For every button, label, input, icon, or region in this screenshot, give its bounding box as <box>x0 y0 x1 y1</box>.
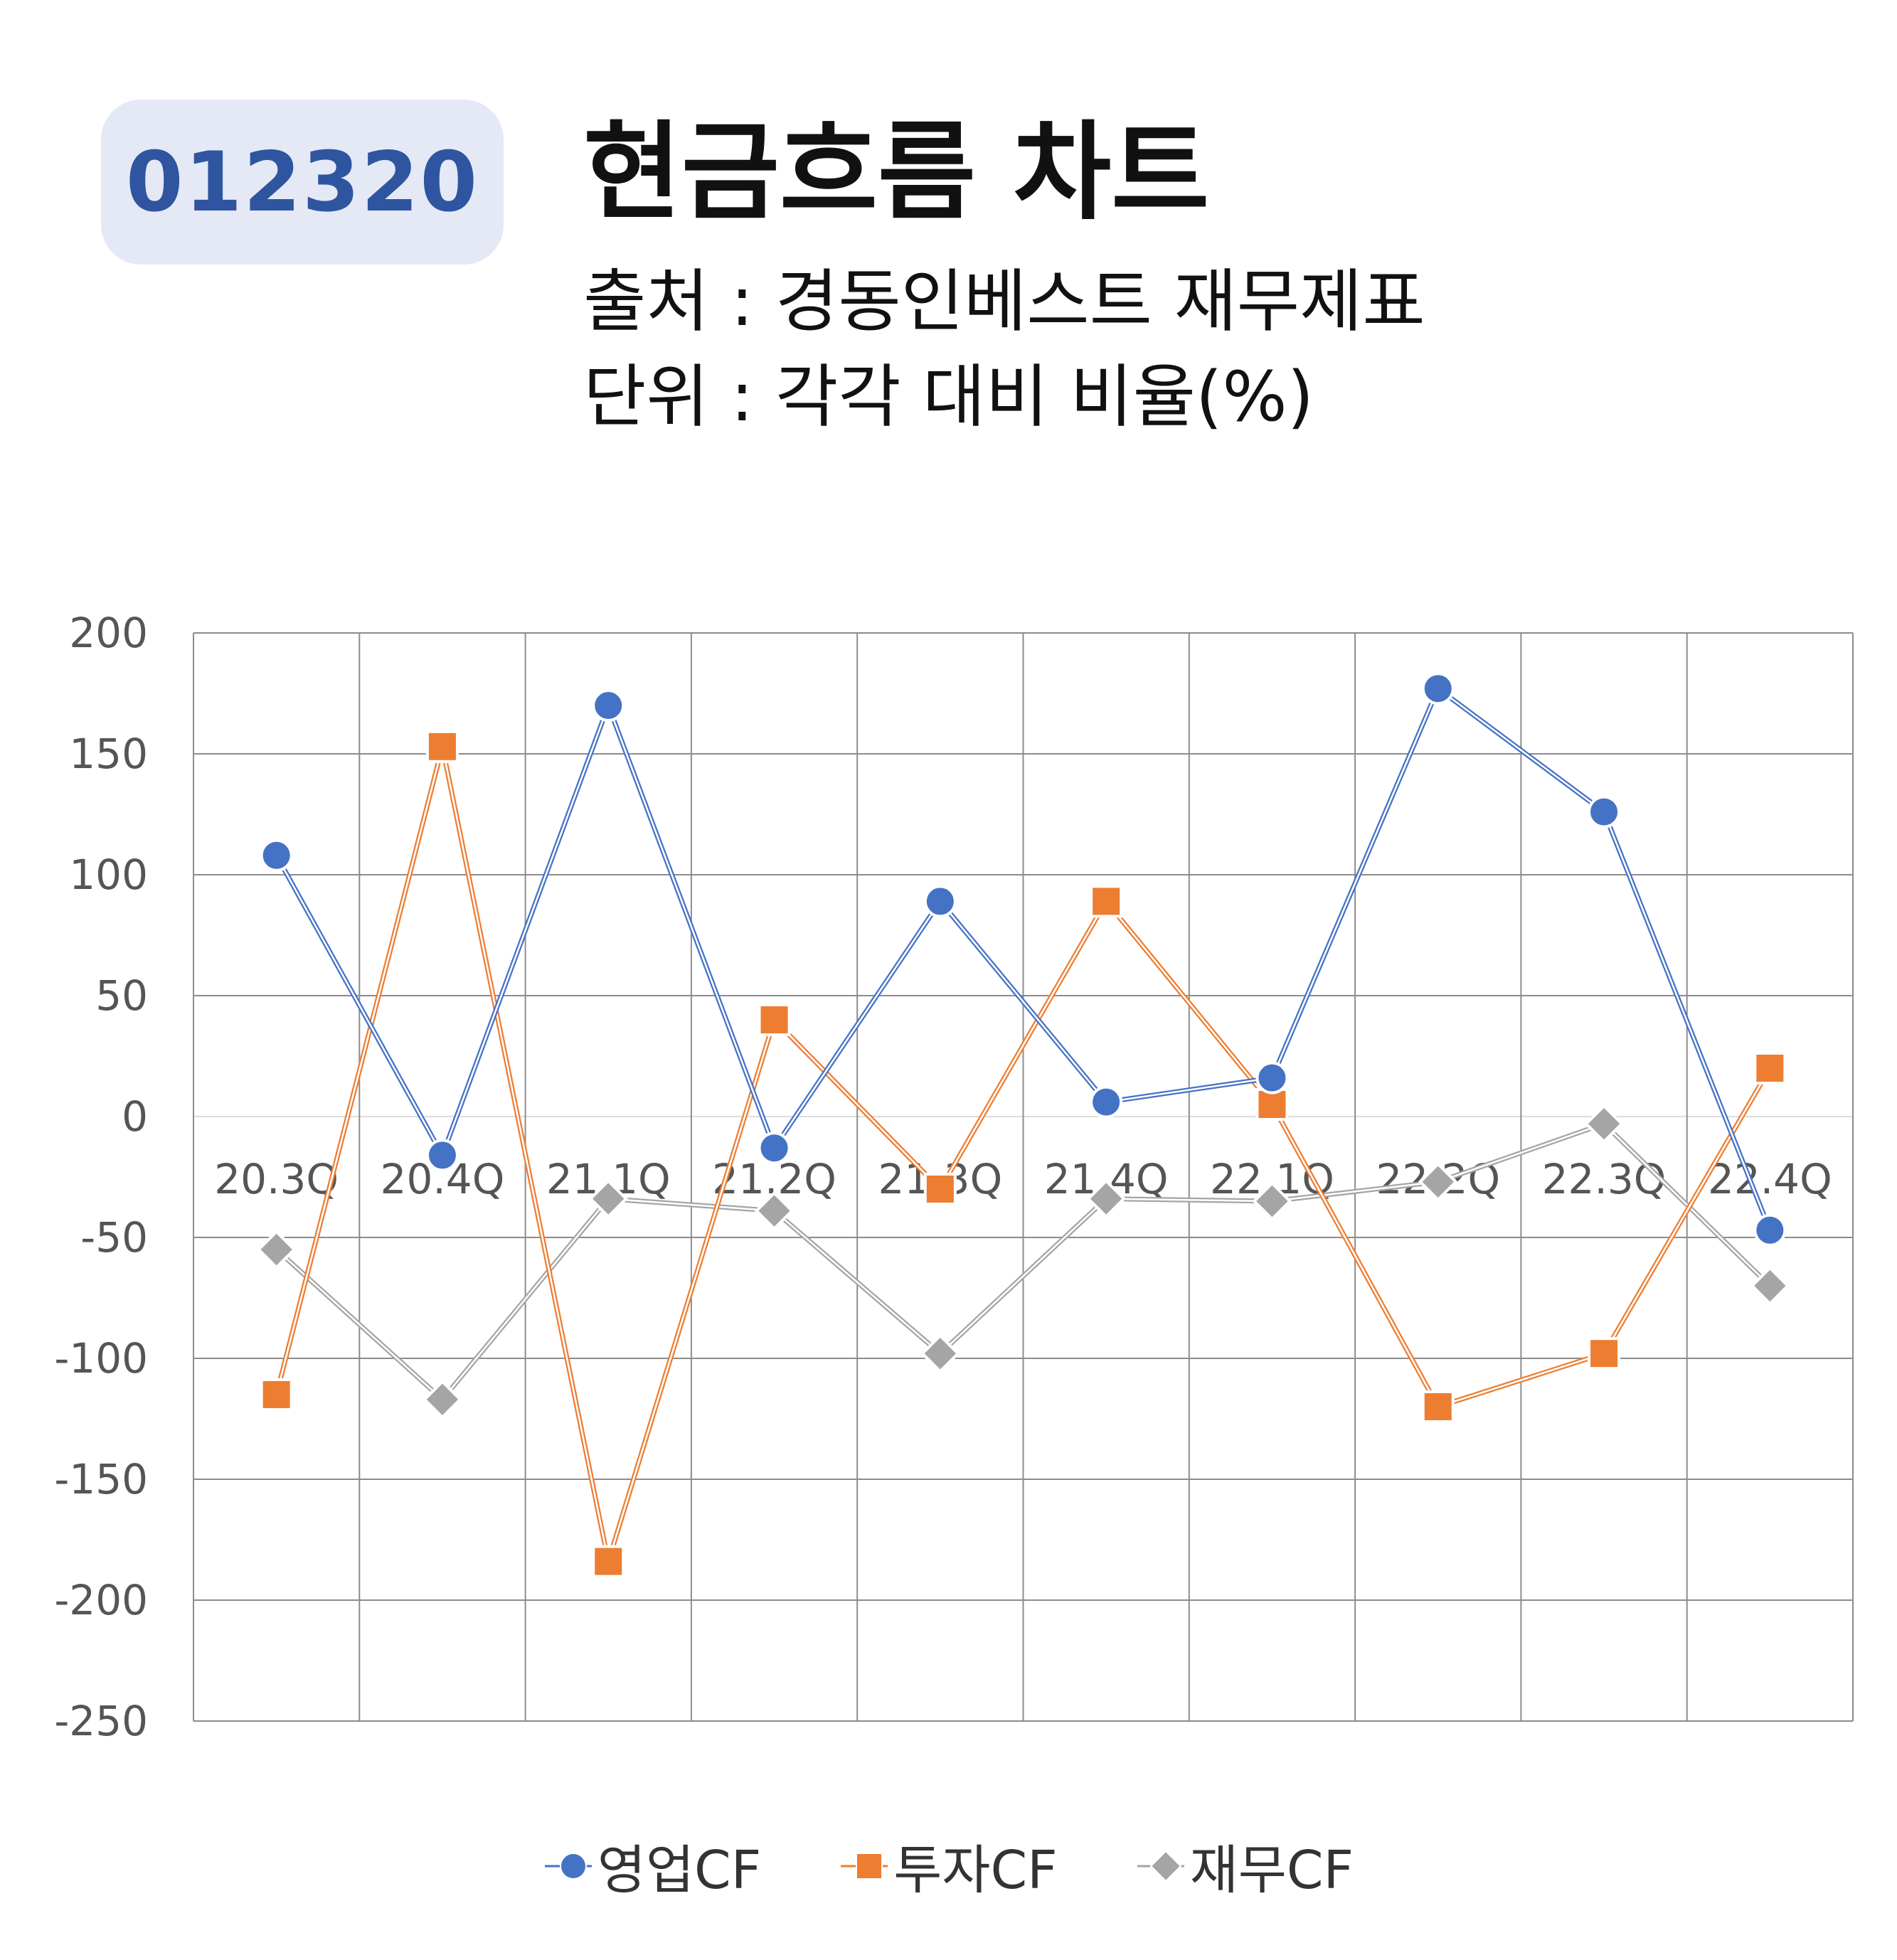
data-point <box>423 1379 462 1420</box>
chart-title: 현금흐름 차트 <box>583 111 1210 235</box>
y-tick-label: -200 <box>54 1576 148 1624</box>
data-point <box>425 1139 459 1172</box>
y-tick-label: 100 <box>69 851 148 899</box>
legend-label: 투자CF <box>893 1840 1058 1901</box>
data-point <box>1255 1061 1289 1094</box>
data-point <box>1090 1085 1123 1119</box>
data-point <box>1421 672 1455 705</box>
chart-legend: 영업CF 투자CF 재무CF <box>0 1828 1897 1904</box>
series-1 <box>260 672 1787 1247</box>
data-point <box>923 885 957 918</box>
diamond-marker-icon <box>1137 1850 1184 1882</box>
square-marker-icon <box>841 1852 888 1880</box>
stock-code-badge: 012320 <box>101 100 504 265</box>
y-tick-label: 150 <box>69 730 148 778</box>
legend-item-2: 투자CF <box>839 1828 1058 1904</box>
y-tick-label: -100 <box>54 1334 148 1383</box>
data-point <box>1255 1088 1289 1121</box>
y-tick-label: 200 <box>69 609 148 657</box>
x-tick-label: 22.4Q <box>1708 1155 1832 1203</box>
data-point <box>256 1230 297 1269</box>
data-point <box>754 1191 795 1231</box>
data-point <box>1252 1181 1292 1221</box>
y-tick-label: -150 <box>54 1455 148 1503</box>
data-point <box>923 1173 957 1205</box>
data-point <box>758 1003 791 1036</box>
x-tick-label: 20.3Q <box>214 1155 339 1203</box>
unit-text: 단위 : 각각 대비 비율(%) <box>583 357 1314 437</box>
data-point <box>592 1545 625 1578</box>
data-point <box>1588 795 1621 829</box>
legend-label: 영업CF <box>597 1840 762 1901</box>
x-tick-label: 22.3Q <box>1542 1155 1667 1203</box>
data-point <box>1588 1337 1621 1370</box>
data-point <box>920 1333 960 1374</box>
legend-item-3: 재무CF <box>1136 1828 1354 1904</box>
data-point <box>425 730 459 763</box>
data-point <box>260 838 293 872</box>
circle-marker-icon <box>544 1852 592 1880</box>
legend-label: 재무CF <box>1189 1840 1354 1901</box>
series-line-inner <box>275 687 1771 1231</box>
series-line-inner <box>275 1122 1771 1401</box>
y-tick-label: -250 <box>54 1697 148 1745</box>
y-tick-label: -50 <box>80 1213 148 1262</box>
source-text: 출처 : 경동인베스트 재무제표 <box>583 262 1425 341</box>
y-tick-label: 50 <box>95 971 148 1020</box>
data-point <box>1750 1266 1790 1306</box>
legend-item-1: 영업CF <box>543 1828 761 1904</box>
data-point <box>1090 885 1123 918</box>
data-point <box>1418 1161 1458 1202</box>
data-point <box>1086 1178 1126 1219</box>
y-tick-label: 0 <box>122 1092 148 1141</box>
series-line-inner <box>275 745 1771 1562</box>
data-point <box>1421 1390 1455 1423</box>
series-3 <box>256 1104 1790 1420</box>
data-point <box>1584 1104 1624 1144</box>
data-point <box>758 1131 791 1165</box>
data-point <box>1753 1052 1787 1085</box>
data-point <box>592 689 625 722</box>
data-point <box>1753 1213 1787 1247</box>
series-2 <box>260 730 1787 1578</box>
data-point <box>260 1378 293 1411</box>
stock-code: 012320 <box>125 134 479 230</box>
data-point <box>588 1178 629 1219</box>
